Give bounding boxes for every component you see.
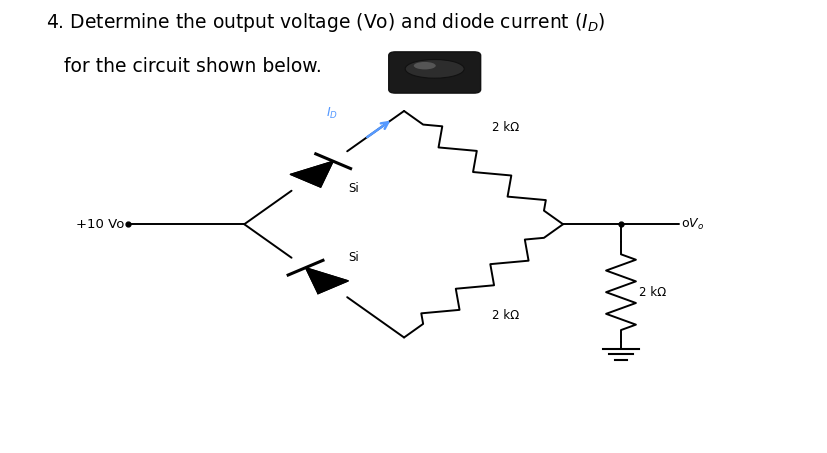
- FancyBboxPatch shape: [389, 52, 480, 93]
- Text: $I_D$: $I_D$: [325, 106, 337, 121]
- Text: Si: Si: [348, 251, 359, 264]
- Text: o$V_o$: o$V_o$: [680, 217, 703, 232]
- Text: Si: Si: [348, 182, 359, 195]
- Polygon shape: [305, 268, 348, 294]
- Text: +10 Vo: +10 Vo: [76, 218, 124, 231]
- Text: 2 kΩ: 2 kΩ: [491, 309, 519, 322]
- Text: 2 kΩ: 2 kΩ: [491, 120, 519, 134]
- Ellipse shape: [414, 62, 435, 69]
- Polygon shape: [290, 161, 332, 187]
- Text: for the circuit shown below.: for the circuit shown below.: [45, 57, 321, 76]
- Ellipse shape: [404, 59, 464, 78]
- Text: 2 kΩ: 2 kΩ: [638, 286, 666, 299]
- Text: 4. Determine the output voltage (Vo) and diode current ($I_D$): 4. Determine the output voltage (Vo) and…: [45, 11, 605, 34]
